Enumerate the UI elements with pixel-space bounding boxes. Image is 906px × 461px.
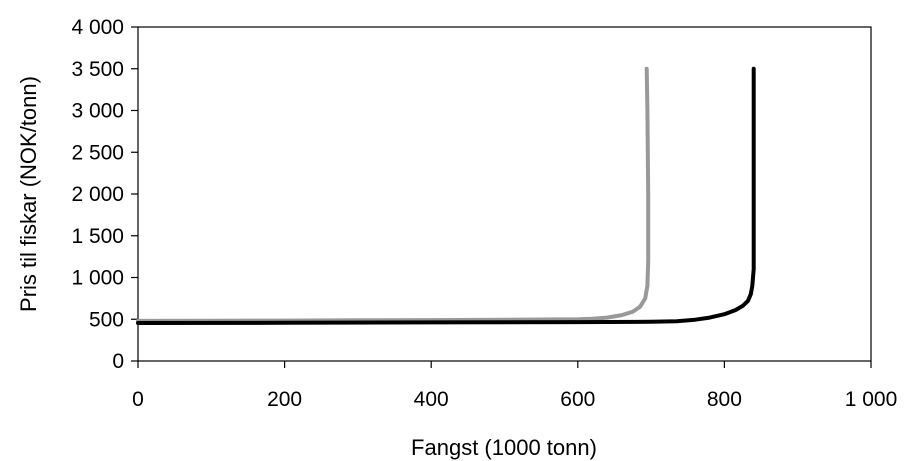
y-tick-label: 3 000 — [71, 100, 124, 123]
x-tick-label: 200 — [267, 388, 302, 411]
y-tick-label: 2 500 — [71, 141, 124, 164]
x-tick-label: 800 — [707, 388, 742, 411]
x-tick-label: 1 000 — [845, 388, 898, 411]
y-tick-label: 1 000 — [71, 267, 124, 290]
x-tick-label: 600 — [560, 388, 595, 411]
y-axis-title: Pris til fiskar (NOK/tonn) — [16, 76, 41, 312]
ticks-layer: 0 500 1 000 1 500 2 000 2 500 3 000 3 500 4 000 0… — [71, 16, 897, 411]
y-tick-label: 4 000 — [71, 16, 124, 39]
x-axis-title: Fangst (1000 tonn) — [411, 435, 597, 460]
y-tick-label: 1 500 — [71, 225, 124, 248]
y-tick-label: 500 — [89, 308, 124, 331]
series-layer — [136, 66, 756, 325]
x-tick-label: 0 — [132, 388, 144, 411]
x-tick-label: 400 — [414, 388, 449, 411]
series-line-2 — [136, 66, 756, 325]
y-tick-label: 0 — [112, 350, 124, 373]
series-line-1 — [136, 66, 651, 323]
y-tick-label: 3 500 — [71, 58, 124, 81]
plot-area — [137, 26, 872, 362]
y-tick-label: 2 000 — [71, 183, 124, 206]
